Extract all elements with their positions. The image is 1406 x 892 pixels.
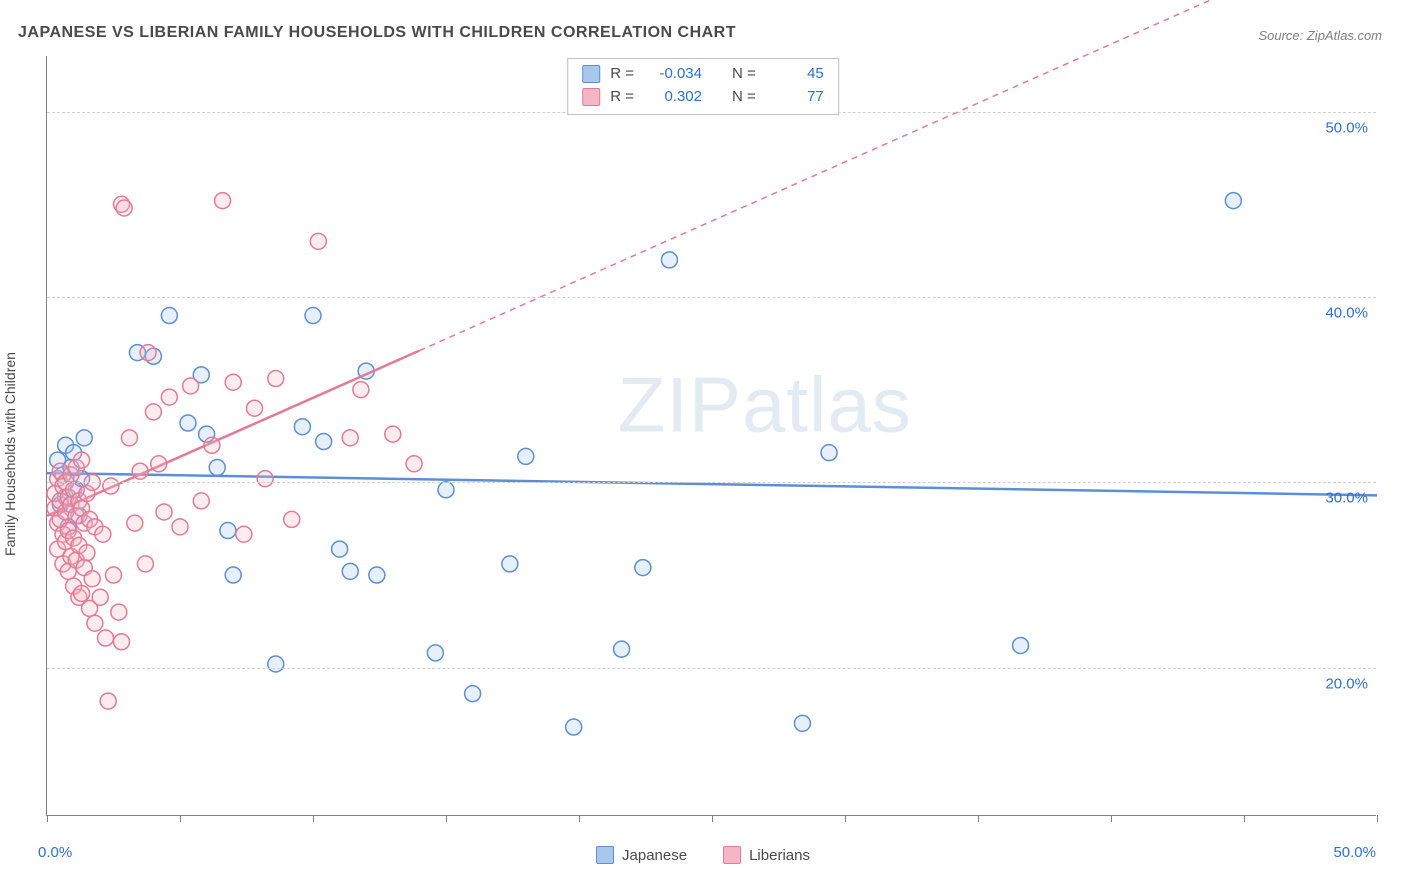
stats-swatch-liberians <box>582 88 600 106</box>
x-tick <box>1111 815 1112 822</box>
source-attribution: Source: ZipAtlas.com <box>1258 28 1382 43</box>
legend-swatch-liberians <box>723 846 741 864</box>
x-tick <box>313 815 314 822</box>
x-axis-end-label: 50.0% <box>1333 844 1376 861</box>
x-tick <box>180 815 181 822</box>
x-tick <box>978 815 979 822</box>
r-label: R = <box>610 63 634 86</box>
r-value-liberians: 0.302 <box>644 86 702 109</box>
legend-item-liberians: Liberians <box>723 846 810 864</box>
x-tick <box>446 815 447 822</box>
chart-title: JAPANESE VS LIBERIAN FAMILY HOUSEHOLDS W… <box>18 24 736 42</box>
y-tick-label: 20.0% <box>1325 675 1368 692</box>
legend-label-japanese: Japanese <box>622 847 687 864</box>
n-label: N = <box>732 63 756 86</box>
y-tick-label: 50.0% <box>1325 119 1368 136</box>
legend-label-liberians: Liberians <box>749 847 810 864</box>
bottom-legend: Japanese Liberians <box>596 846 810 864</box>
x-tick <box>1244 815 1245 822</box>
y-tick-label: 40.0% <box>1325 304 1368 321</box>
gridline <box>47 668 1376 669</box>
x-axis-start-label: 0.0% <box>38 844 72 861</box>
y-axis-label: Family Households with Children <box>2 352 18 556</box>
gridline <box>47 297 1376 298</box>
stats-row-japanese: R = -0.034 N = 45 <box>582 63 824 86</box>
stats-swatch-japanese <box>582 65 600 83</box>
n-value-liberians: 77 <box>766 86 824 109</box>
scatter-svg <box>47 56 1376 815</box>
x-tick <box>845 815 846 822</box>
x-tick <box>712 815 713 822</box>
legend-swatch-japanese <box>596 846 614 864</box>
r-value-japanese: -0.034 <box>644 63 702 86</box>
r-label: R = <box>610 86 634 109</box>
stats-row-liberians: R = 0.302 N = 77 <box>582 86 824 109</box>
x-tick <box>47 815 48 822</box>
legend-item-japanese: Japanese <box>596 846 687 864</box>
x-tick <box>1377 815 1378 822</box>
gridline <box>47 482 1376 483</box>
x-tick <box>579 815 580 822</box>
y-tick-label: 30.0% <box>1325 490 1368 507</box>
n-value-japanese: 45 <box>766 63 824 86</box>
n-label: N = <box>732 86 756 109</box>
correlation-stats-box: R = -0.034 N = 45 R = 0.302 N = 77 <box>567 58 839 115</box>
plot-area: ZIPatlas 20.0%30.0%40.0%50.0% <box>46 56 1376 816</box>
